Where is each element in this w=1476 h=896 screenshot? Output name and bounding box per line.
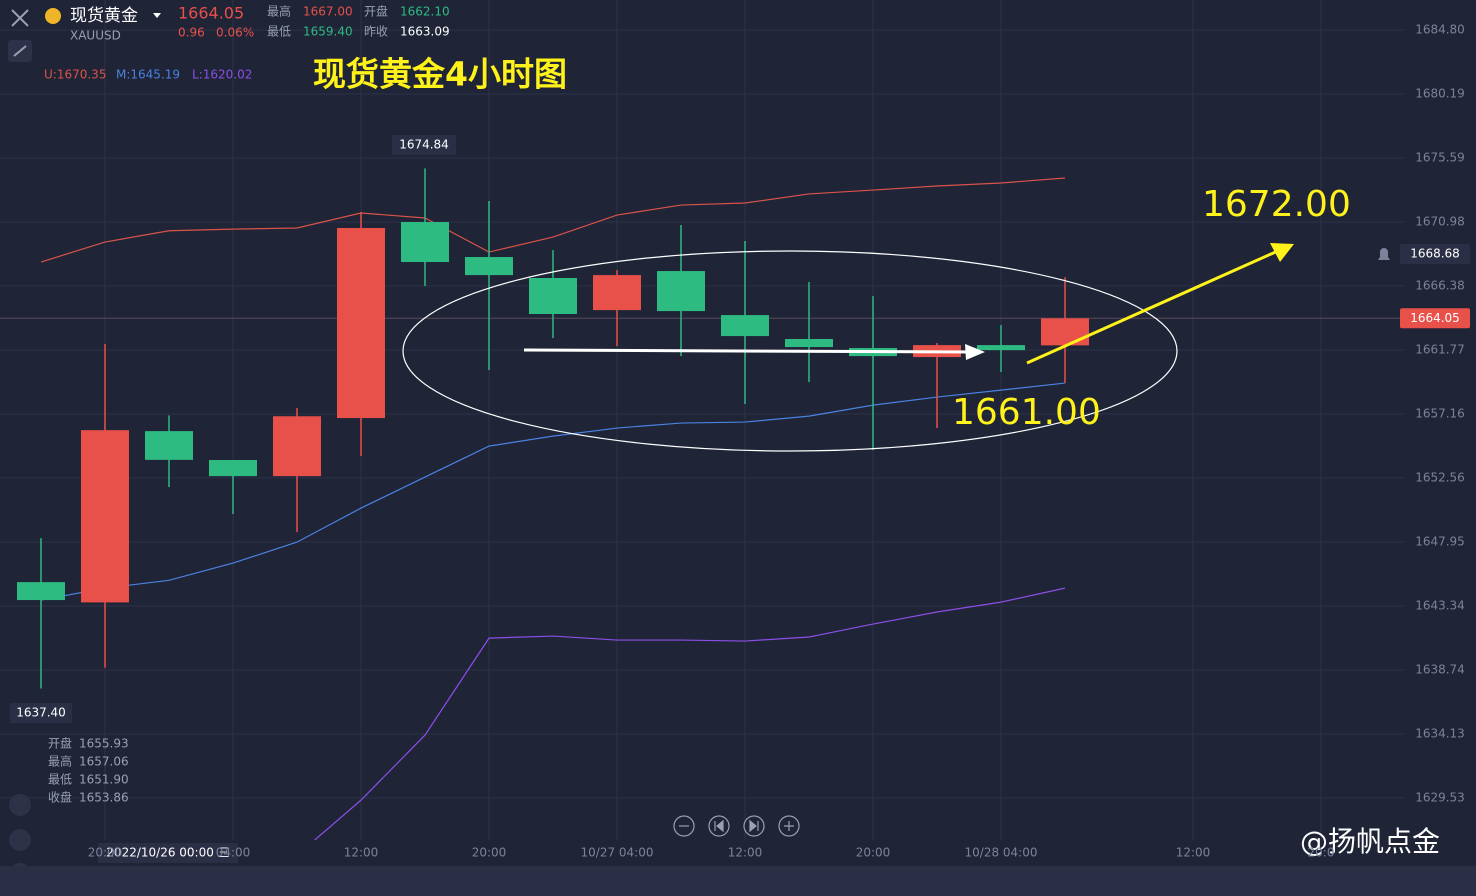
y-tick-label: 1670.98 [1415,215,1465,229]
stat-label: 昨收 [364,25,388,39]
info-value: 1655.93 [79,737,129,751]
y-tick-label: 1638.74 [1415,662,1465,676]
y-tick-label: 1652.56 [1415,470,1465,484]
toolbar [8,9,32,885]
crosshair-label: 2022/10/26 00:00 三 [106,846,229,860]
gold-icon [45,8,61,24]
candle-body [465,257,513,276]
instrument-name: 现货黄金 [70,6,138,26]
candle-body [145,431,193,460]
x-tick-label: 12:00 [728,846,763,860]
candle-body [81,430,129,603]
candle-body [1041,318,1089,346]
info-label: 最高 [48,754,72,769]
candle-body [273,416,321,477]
stat-value: 1667.00 [303,5,353,19]
stat-label: 开盘 [364,4,388,19]
x-tick-label: 12:00 [1176,846,1211,860]
white-arrow [523,348,971,354]
candle-body [721,315,769,337]
candle-body [657,271,705,312]
zoom-controls [673,815,800,837]
target-label: 1672.00 [1202,184,1351,225]
y-tick-label: 1657.16 [1415,407,1465,421]
indicator-value: U:1670.35 [44,68,106,82]
y-tick-label: 1643.34 [1415,599,1465,613]
price-tag: 1664.05 [1410,311,1460,325]
x-tick-label: 20:0 [1308,846,1335,860]
y-tick-label: 1680.19 [1415,87,1465,101]
bell-icon[interactable] [1378,248,1390,260]
alert-tag-bg [1400,244,1470,264]
stat-label: 最低 [267,25,291,39]
y-tick-label: 1661.77 [1415,342,1465,356]
band-line [40,177,1066,263]
symbol: XAUUSD [70,29,121,43]
x-tick-label: 12:00 [344,846,379,860]
max-tag-bg [392,135,456,155]
candle-body [593,275,641,311]
info-label: 开盘 [48,736,72,751]
stat-value: 1659.40 [303,25,353,39]
stat-label: 最高 [267,4,291,19]
white-arrowhead [965,344,985,360]
price-axis [1405,0,1476,840]
chart-title: 现货黄金4小时图 [313,55,567,94]
y-tick-label: 1634.13 [1415,726,1465,740]
indicator-value: M:1645.19 [116,68,180,82]
close-icon[interactable] [11,9,29,27]
change: 0.96 [178,26,205,40]
alert-tag: 1668.68 [1410,247,1460,261]
candle-body [337,227,385,419]
candle-body [17,582,65,601]
candle-body [529,278,577,314]
x-tick-label: 20:00 [472,846,507,860]
dropdown[interactable] [153,13,161,18]
info-value: 1653.86 [79,791,129,805]
yellow-arrowhead [1270,243,1294,262]
y-tick-label: 1675.59 [1415,150,1465,164]
tab-bar [0,866,1476,896]
candle-body [209,460,257,477]
y-tick-label: 1647.95 [1415,534,1465,548]
stat-value: 1663.09 [400,25,450,39]
band-line [313,587,1066,840]
x-tick-label: 10/27 04:00 [581,846,654,860]
max-label: 1674.84 [399,138,449,152]
min-label: 1637.40 [16,706,66,720]
indicator-value: L:1620.02 [192,68,252,82]
x-tick-label: 04:00 [216,846,251,860]
candle-body [401,222,449,263]
y-tick-label: 1629.53 [1415,790,1465,804]
price: 1664.05 [178,4,244,23]
info-label: 收盘 [48,790,72,805]
indicator-icon[interactable] [9,794,31,816]
support-label: 1661.00 [952,392,1101,433]
band-line [40,382,1066,601]
y-tick-label: 1666.38 [1415,278,1465,292]
x-tick-label: 10/28 04:00 [965,846,1038,860]
change-pct: 0.06% [216,26,254,40]
info-value: 1651.90 [79,773,129,787]
info-label: 最低 [48,773,72,787]
price-tag-bg [1400,308,1470,329]
min-tag-bg [10,703,72,723]
x-tick-label: 20:00 [88,846,123,860]
stat-value: 1662.10 [400,5,450,19]
x-tick-label: 20:00 [856,846,891,860]
candle-body [785,339,833,348]
candle-body [977,345,1025,351]
draw-icon[interactable] [9,829,31,851]
watermark: @扬帆点金 [1300,825,1440,858]
crosshair-tag-bg [98,843,238,863]
y-tick-label: 1684.80 [1415,23,1465,37]
yellow-arrow [1026,248,1281,365]
ellipse-drawing [402,250,1178,452]
info-value: 1657.06 [79,755,129,769]
